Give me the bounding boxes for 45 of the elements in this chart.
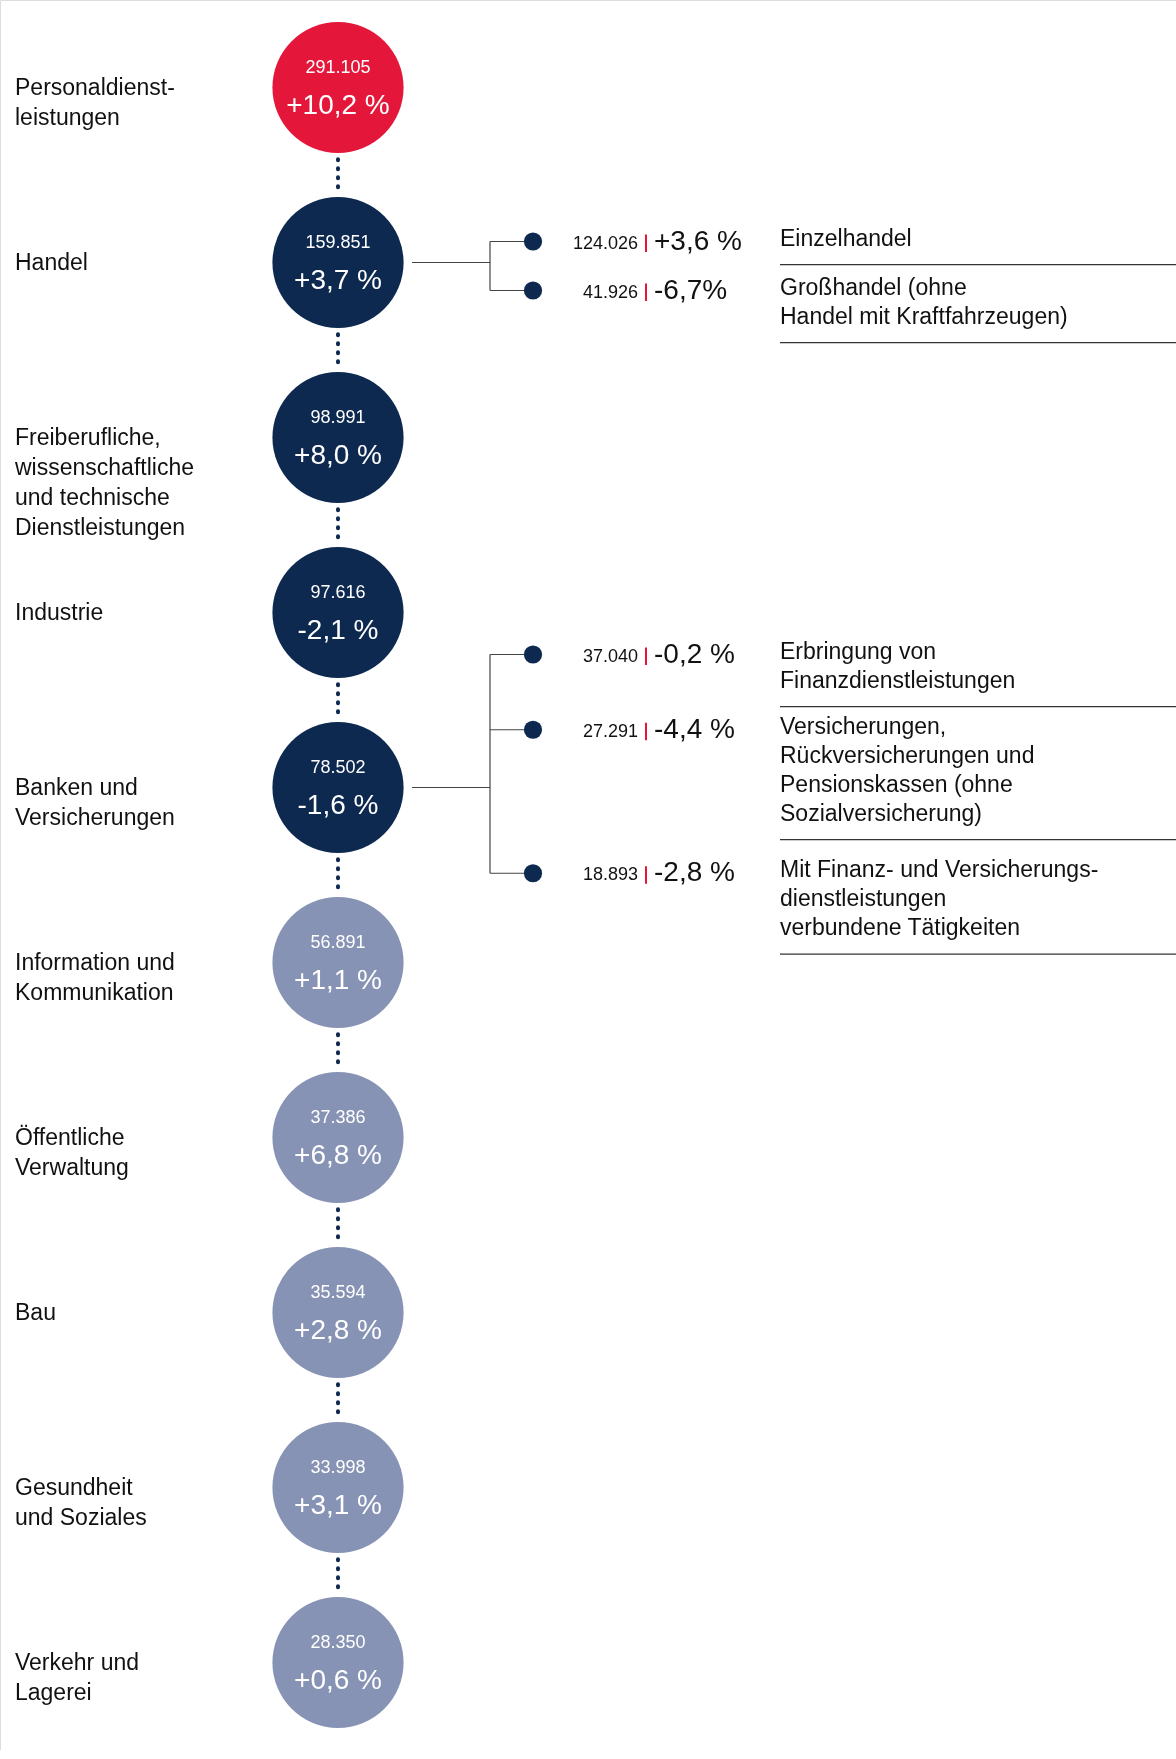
data-label: 291.105 [305,56,371,77]
category-label: Einzelhandel [780,224,912,251]
data-label: 27.291 [582,720,638,741]
category-label: Öffentliche Verwaltung [15,1123,129,1180]
data-label: 97.616 [310,581,366,602]
data-label: -1,6 % [297,788,379,820]
category-label: Versicherungen, Rückversicherungen und Pensionskassen (ohne Sozialversicherung) [780,712,1035,826]
data-label: 37.040 [582,645,638,666]
data-label: -4,4 % [654,712,735,744]
data-label: +10,2 % [286,88,390,120]
data-label: +1,1 % [294,963,382,995]
category-label: Personaldienst- leistungen [15,73,175,130]
data-label: -0,2 % [654,637,735,669]
data-label: 37.386 [310,1106,366,1127]
data-label: -2,8 % [654,856,735,888]
data-label: +3,1 % [294,1488,382,1520]
category-label: Bau [15,1298,56,1325]
category-label: Verkehr und Lagerei [15,1648,140,1705]
data-label: +6,8 % [294,1138,382,1170]
data-label: 159.851 [305,231,371,252]
data-label: 41.926 [582,281,638,302]
category-label: Erbringung von Finanzdienstleistungen [780,637,1016,693]
data-label: 28.350 [310,1631,366,1652]
data-label: 18.893 [582,864,638,885]
data-label: -2,1 % [297,613,379,645]
category-label: Mit Finanz- und Versicherungs- dienstleistungen verbundene Tätigkeiten [780,856,1099,941]
data-label: -6,7% [654,273,728,305]
data-label: 124.026 [572,232,638,253]
data-label: +2,8 % [294,1313,382,1345]
data-label: +8,0 % [294,438,382,470]
category-label: Freiberufliche, wissenschaftliche und technische Dienstleistungen [14,423,194,540]
category-label: Großhandel (ohne Handel mit Kraftfahrzeugen) [780,273,1068,329]
data-label: 35.594 [310,1281,366,1302]
category-label: Industrie [15,598,104,625]
data-label: 78.502 [310,756,366,777]
category-label: Banken und Versicherungen [15,773,175,830]
data-label: +0,6 % [294,1663,382,1695]
category-label: Information und Kommunikation [15,948,175,1005]
data-label: 56.891 [310,931,366,952]
data-label: +3,7 % [294,263,382,295]
category-label: Gesundheit und Soziales [15,1473,147,1530]
data-label: +3,6 % [654,224,742,256]
data-label: 98.991 [310,406,366,427]
category-label: Handel [15,248,88,275]
data-label: 33.998 [310,1456,366,1477]
